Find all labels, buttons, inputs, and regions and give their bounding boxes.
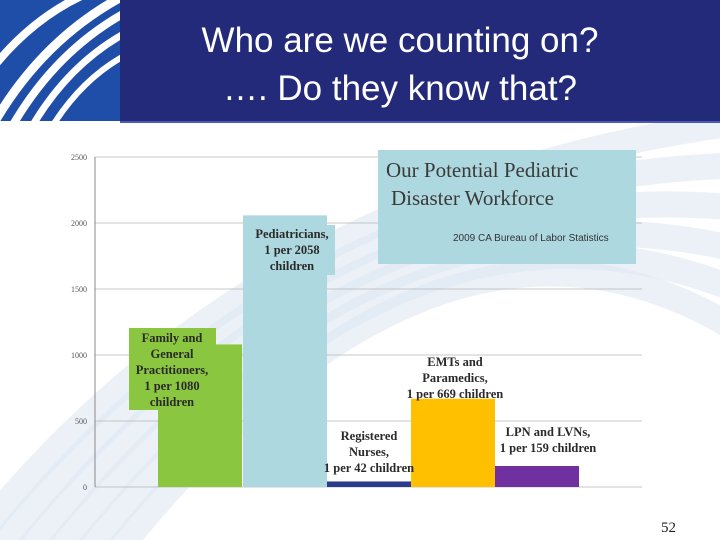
data-label-line: Practitioners,	[136, 363, 209, 377]
chart-title-line-2: Disaster Workforce	[391, 186, 554, 210]
data-label-line: 1 per 1080	[144, 379, 199, 393]
chart-source: 2009 CA Bureau of Labor Statistics	[453, 233, 609, 244]
y-tick-label: 0	[83, 483, 87, 492]
page-number: 52	[661, 520, 676, 536]
data-label-line: Pediatricians,	[255, 227, 328, 241]
logo-graphic	[0, 0, 120, 121]
slide-title-line-2: …. Do they know that?	[222, 69, 578, 108]
data-label-line: Paramedics,	[422, 371, 488, 385]
data-label-line: LPN and LVNs,	[506, 425, 591, 439]
bar-lpn-and-lvns	[495, 466, 579, 487]
data-label-line: 1 per 2058	[264, 243, 319, 257]
data-labels: Family and General Practitioners, 1 per 108…	[129, 225, 596, 475]
background-arc	[49, 220, 720, 540]
data-label-line: children	[150, 395, 194, 409]
chart-title-box: Our Potential Pediatric Disaster Workfor…	[378, 150, 636, 264]
data-label-line: 1 per 42 children	[324, 461, 414, 475]
data-label-line: Family and	[142, 331, 203, 345]
data-label-line: EMTs and	[427, 355, 483, 369]
data-label-box	[129, 328, 216, 410]
data-label-line: Nurses,	[349, 445, 389, 459]
y-axis: 0 500 1000 1500 2000 2500	[71, 153, 96, 492]
data-label-line: children	[270, 259, 314, 273]
data-label-line: General	[150, 347, 194, 361]
data-label-line: Registered	[341, 429, 398, 443]
chart-title-box-background	[378, 150, 636, 264]
y-tick-label: 2000	[71, 219, 87, 228]
data-label-line: 1 per 159 children	[500, 441, 596, 455]
data-label-line: 1 per 669 children	[407, 387, 503, 401]
y-tick-label: 1000	[71, 351, 87, 360]
chart-title-line-1: Our Potential Pediatric	[386, 158, 578, 182]
bar-emts-and-paramedics	[411, 398, 495, 487]
bar-registered-nurses	[327, 481, 411, 487]
y-tick-label: 500	[75, 417, 87, 426]
y-tick-label: 1500	[71, 285, 87, 294]
data-label-box	[249, 225, 335, 275]
slide-title-line-1: Who are we counting on?	[201, 21, 599, 60]
header-bar	[120, 0, 720, 123]
y-tick-label: 2500	[71, 153, 87, 162]
background-arc	[19, 191, 720, 540]
